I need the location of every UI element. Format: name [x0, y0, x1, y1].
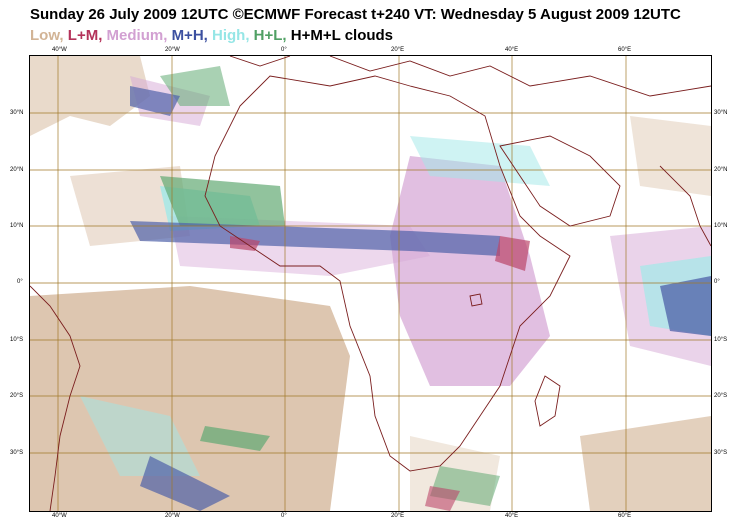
legend-low: Low,: [30, 27, 64, 44]
left-tick-label: 10°S: [10, 337, 24, 343]
left-tick-label: 0°: [17, 279, 23, 285]
cloud-map: [29, 55, 712, 512]
cloud-map-svg: [30, 56, 711, 511]
left-tick-label: 20°N: [10, 167, 24, 173]
legend-high-low: H+L,: [253, 27, 287, 44]
cloud-field: [30, 56, 711, 511]
right-tick-label: 20°S: [714, 393, 728, 399]
right-tick-label: 30°N: [714, 110, 728, 116]
bottom-tick-label: 0°: [281, 513, 287, 519]
map-title: Sunday 26 July 2009 12UTC ©ECMWF Forecas…: [30, 6, 681, 23]
bottom-tick-label: 40°E: [505, 513, 519, 519]
bottom-tick-label: 60°E: [618, 513, 632, 519]
top-tick-label: 20°E: [391, 47, 405, 53]
left-tick-label: 30°S: [10, 450, 24, 456]
left-tick-label: 30°N: [10, 110, 24, 116]
left-tick-label: 20°S: [10, 393, 24, 399]
bottom-tick-label: 40°W: [52, 513, 67, 519]
right-tick-label: 0°: [714, 279, 720, 285]
legend-medium: Medium,: [106, 27, 168, 44]
top-tick-label: 40°E: [505, 47, 519, 53]
bottom-tick-label: 20°W: [165, 513, 180, 519]
graticule: [30, 56, 711, 511]
legend-all-levels: H+M+L clouds: [290, 27, 394, 44]
right-tick-label: 10°S: [714, 337, 728, 343]
right-tick-label: 20°N: [714, 167, 728, 173]
legend-low-medium: L+M,: [67, 27, 103, 44]
cloud-legend: Low, L+M, Medium, M+H, High, H+L, H+M+L …: [30, 27, 393, 44]
coastlines: [30, 56, 711, 511]
right-tick-label: 30°S: [714, 450, 728, 456]
left-tick-label: 10°N: [10, 223, 24, 229]
legend-medium-high: M+H,: [171, 27, 208, 44]
legend-high: High,: [212, 27, 250, 44]
top-tick-label: 20°W: [165, 47, 180, 53]
top-tick-label: 0°: [281, 47, 287, 53]
right-tick-label: 10°N: [714, 223, 728, 229]
top-tick-label: 40°W: [52, 47, 67, 53]
bottom-tick-label: 20°E: [391, 513, 405, 519]
top-tick-label: 60°E: [618, 47, 632, 53]
